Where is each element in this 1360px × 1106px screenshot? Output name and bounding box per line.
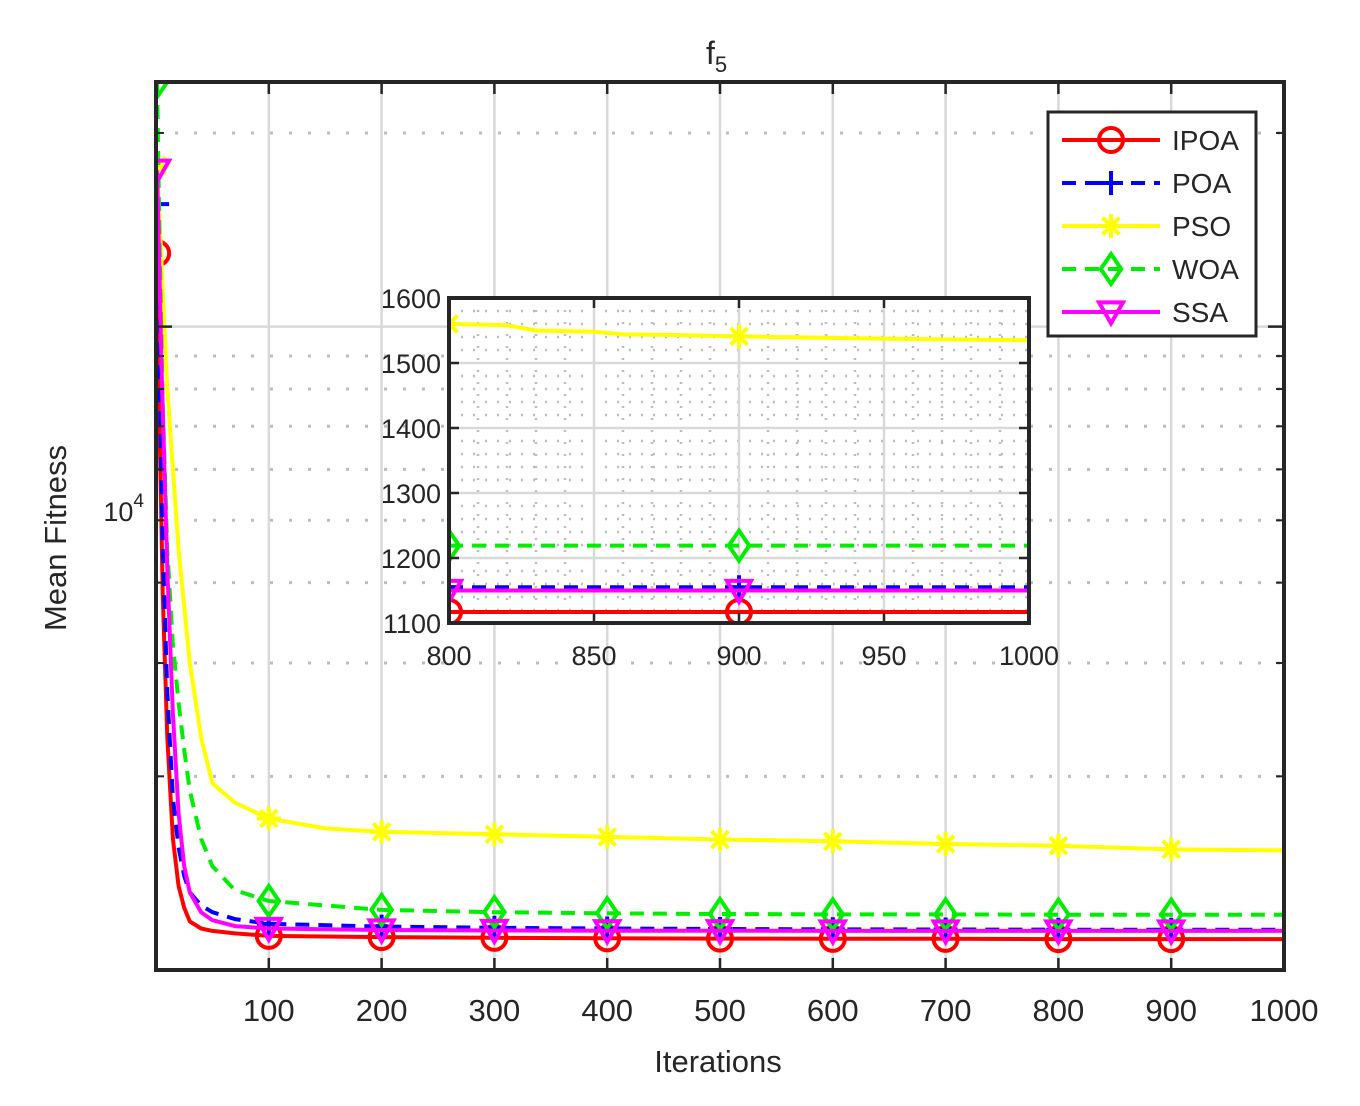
legend: IPOA POA PSO WOA SSA (1046, 110, 1258, 338)
main-ticks (156, 82, 1284, 970)
inset-y-tick-label: 1200 (381, 544, 441, 574)
legend-item-poa: POA (1062, 168, 1231, 199)
legend-item-ssa: SSA (1062, 297, 1228, 328)
series-marker-ssa (1042, 919, 1074, 947)
series-pso (156, 153, 1284, 862)
legend-item-woa: WOA (1062, 250, 1239, 288)
legend-item-ipoa: IPOA (1062, 125, 1239, 156)
inset-axes: 800 850 900 950 1000 1100 1200 1300 1400 1500 160… (381, 284, 1059, 671)
main-x-tick-label: 900 (1145, 993, 1197, 1028)
main-series-group (156, 82, 1284, 954)
series-marker-pso (256, 806, 281, 831)
series-marker-ssa (704, 919, 736, 947)
y-axis-label: Mean Fitness (38, 445, 73, 631)
inset-y-tick-labels: 1100 1200 1300 1400 1500 1600 (381, 284, 441, 639)
inset-series-ssa (449, 578, 1029, 606)
legend-marker-woa (1098, 250, 1124, 288)
inset-x-tick-labels: 800 850 900 950 1000 (426, 641, 1059, 671)
inset-x-tick-label: 900 (716, 641, 761, 671)
series-marker-ssa (930, 919, 962, 947)
inset-y-tick-label: 1500 (381, 349, 441, 379)
series-marker-pso (708, 827, 732, 852)
inset-y-tick-label: 1100 (383, 609, 441, 639)
series-marker-pso (933, 831, 958, 856)
chart-title-subscript: 5 (715, 52, 727, 77)
inset-series-line-pso (449, 322, 1029, 343)
inset-series-pso (449, 312, 1029, 349)
main-x-tick-label: 300 (469, 993, 521, 1028)
inset-series-marker-woa (726, 527, 752, 565)
legend-marker-ipoa (1097, 126, 1125, 154)
series-marker-pso (369, 819, 394, 844)
main-x-tick-label: 500 (694, 993, 746, 1028)
y-tick-label-10e4: 104 (103, 491, 144, 527)
series-marker-pso (1159, 837, 1184, 862)
legend-label-ssa: SSA (1172, 297, 1228, 328)
legend-label-ipoa: IPOA (1172, 125, 1239, 156)
legend-marker-ssa (1095, 300, 1127, 328)
main-x-tick-label: 800 (1033, 993, 1085, 1028)
inset-series-marker-woa (449, 527, 462, 565)
legend-marker-poa (1099, 171, 1123, 195)
series-marker-pso (482, 822, 507, 847)
series-marker-ssa (366, 918, 398, 946)
main-x-tick-label: 200 (356, 993, 408, 1028)
main-x-tick-label: 100 (243, 993, 295, 1028)
inset-series-group (449, 312, 1029, 623)
series-marker-woa (481, 893, 508, 931)
inset-series-woa (449, 527, 1029, 565)
y-tick-base: 10 (103, 497, 133, 527)
series-line-ssa (156, 170, 1284, 933)
series-line-woa (156, 82, 1284, 917)
inset-y-tick-label: 1300 (381, 479, 441, 509)
series-line-ipoa (156, 253, 1284, 942)
inset-x-tick-label: 800 (426, 641, 471, 671)
series-marker-ssa (253, 916, 285, 944)
chart-title: f5 (706, 35, 727, 77)
chart-title-main: f (706, 35, 715, 71)
y-tick-exponent: 4 (133, 491, 144, 512)
legend-label-woa: WOA (1172, 254, 1239, 285)
inset-y-tick-label: 1600 (381, 284, 441, 314)
series-marker-pso (820, 829, 845, 854)
series-marker-ssa (817, 919, 849, 947)
series-marker-ssa (1155, 919, 1187, 947)
main-x-tick-labels: 100 200 300 400 500 600 700 800 900 1000 (243, 993, 1319, 1028)
main-x-tick-label: 600 (807, 993, 859, 1028)
series-ipoa (156, 239, 1284, 954)
inset-series-marker-ssa (723, 578, 755, 606)
inset-series-marker-pso (727, 324, 751, 349)
legend-label-pso: PSO (1172, 211, 1231, 242)
main-x-tick-label: 700 (920, 993, 972, 1028)
series-marker-woa (256, 882, 282, 920)
legend-items: IPOA POA PSO WOA SSA (1062, 125, 1239, 328)
x-axis-label: Iterations (654, 1044, 782, 1079)
series-marker-pso (595, 824, 620, 849)
series-marker-pso (1046, 833, 1071, 858)
main-x-tick-label: 1000 (1250, 993, 1319, 1028)
legend-marker-pso (1099, 214, 1123, 238)
inset-x-tick-label: 1000 (999, 641, 1059, 671)
series-line-poa (156, 204, 1284, 932)
main-x-tick-label: 400 (581, 993, 633, 1028)
series-marker-ssa (591, 919, 623, 947)
inset-y-tick-label: 1400 (381, 414, 441, 444)
legend-item-pso: PSO (1062, 211, 1231, 242)
inset-x-tick-label: 850 (571, 641, 616, 671)
series-marker-ssa (478, 918, 510, 946)
inset-series-marker-ipoa (449, 597, 463, 623)
series-marker-woa (368, 891, 395, 929)
inset-ticks (447, 296, 1031, 625)
legend-label-poa: POA (1172, 168, 1231, 199)
inset-series-marker-ssa (449, 578, 465, 606)
inset-x-tick-label: 950 (861, 641, 906, 671)
series-marker-woa (594, 894, 620, 932)
